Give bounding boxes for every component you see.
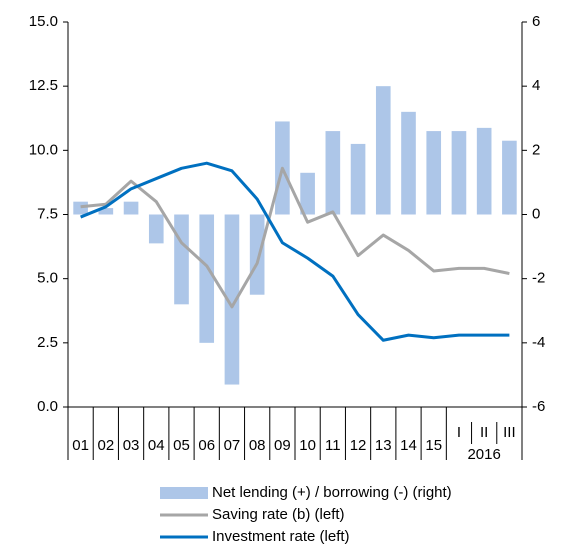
bar: [98, 208, 114, 215]
y-tick-label: 7.5: [37, 205, 58, 222]
bar: [451, 131, 467, 215]
bar: [148, 214, 164, 244]
x-tick-label: I: [457, 424, 461, 441]
y-tick-label: 15.0: [29, 13, 58, 30]
line: [80, 166, 510, 309]
y2-tick-label: 4: [532, 77, 540, 94]
bar: [73, 201, 88, 215]
bar: [123, 201, 139, 215]
group-label: 2016: [467, 446, 500, 463]
y2-tick-label: -4: [532, 334, 545, 351]
y2-tick-label: -2: [532, 270, 545, 287]
y2-tick-label: 6: [532, 13, 540, 30]
bar: [350, 143, 366, 215]
x-tick-label: 09: [274, 437, 291, 454]
x-tick-label: 05: [173, 437, 190, 454]
bar: [300, 172, 315, 215]
y-tick-label: 5.0: [37, 270, 58, 287]
x-tick-label: 15: [425, 437, 442, 454]
bar: [426, 131, 442, 215]
x-tick-label: 04: [148, 437, 165, 454]
x-tick-label: 06: [198, 437, 215, 454]
x-tick-label: 12: [350, 437, 367, 454]
bar: [375, 86, 391, 215]
bar: [325, 131, 341, 215]
bar: [199, 214, 215, 343]
bar: [476, 127, 492, 215]
bar: [249, 214, 265, 295]
x-tick-label: 13: [375, 437, 392, 454]
y-tick-label: 0.0: [37, 398, 58, 415]
x-tick-label: 07: [224, 437, 241, 454]
x-tick-label: III: [503, 424, 516, 441]
bar: [401, 111, 416, 215]
bar: [224, 214, 240, 385]
bar: [502, 140, 517, 215]
x-tick-label: 02: [97, 437, 114, 454]
y-tick-label: 10.0: [29, 141, 58, 158]
y2-tick-label: 0: [532, 205, 540, 222]
bar: [174, 214, 189, 305]
line: [80, 161, 510, 342]
y2-tick-label: -6: [532, 398, 545, 415]
x-tick-label: 11: [325, 437, 341, 454]
x-tick-label: 03: [123, 437, 140, 454]
legend-swatch: [160, 487, 208, 499]
x-tick-label: 01: [72, 437, 89, 454]
y2-tick-label: 2: [532, 141, 540, 158]
x-tick-label: II: [480, 424, 488, 441]
y-tick-label: 2.5: [37, 334, 58, 351]
y-tick-label: 12.5: [29, 77, 58, 94]
legend-label: Net lending (+) / borrowing (-) (right): [212, 484, 452, 501]
legend-label: Investment rate (left): [212, 528, 350, 545]
x-tick-label: 08: [249, 437, 266, 454]
legend-label: Saving rate (b) (left): [212, 506, 345, 523]
x-tick-label: 10: [299, 437, 316, 454]
x-tick-label: 14: [400, 437, 417, 454]
